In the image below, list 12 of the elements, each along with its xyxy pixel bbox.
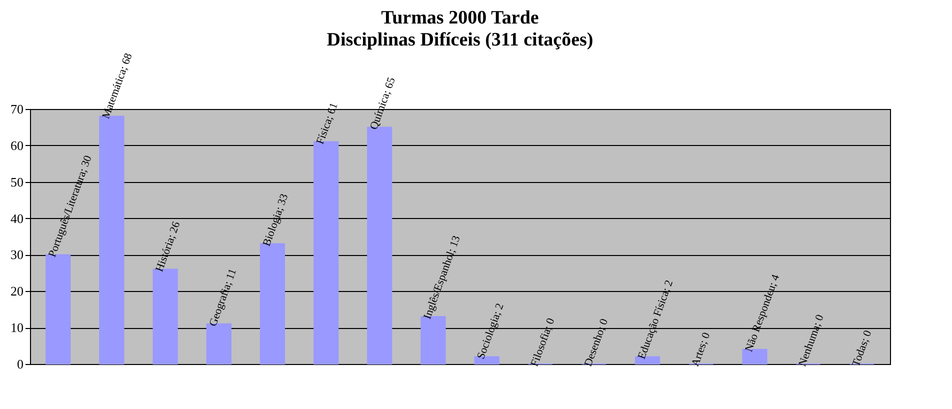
y-tick-label: 40 — [10, 210, 24, 226]
y-tick-label: 20 — [10, 284, 24, 299]
y-tick-label: 60 — [10, 138, 24, 153]
y-tick-label: 30 — [10, 247, 24, 262]
data-label: Artes; 0 — [689, 330, 713, 368]
data-label: Todas; 0 — [850, 328, 874, 368]
chart-subtitle: Disciplinas Difíceis (311 citações) — [326, 30, 594, 51]
y-tick-label: 70 — [10, 102, 24, 116]
chart-title: Turmas 2000 Tarde — [381, 8, 539, 29]
y-tick-label: 0 — [17, 356, 24, 372]
y-tick-label: 10 — [10, 320, 24, 336]
y-tick-label: 50 — [10, 174, 24, 190]
